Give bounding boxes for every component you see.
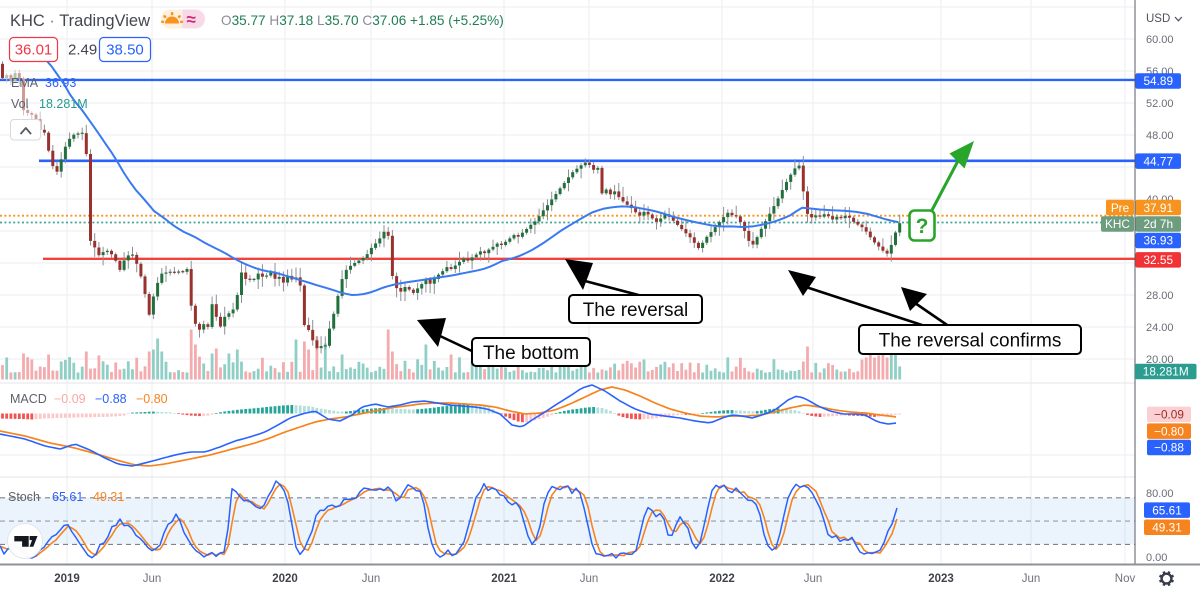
- svg-text:Nov: Nov: [1115, 573, 1136, 585]
- svg-text:48.00: 48.00: [1146, 130, 1174, 142]
- svg-text:65.61: 65.61: [1152, 503, 1182, 517]
- svg-text:36.93: 36.93: [1143, 234, 1173, 248]
- svg-text:52.00: 52.00: [1146, 98, 1174, 110]
- svg-text:−0.09: −0.09: [1154, 408, 1184, 422]
- svg-text:Jun: Jun: [1022, 573, 1041, 585]
- svg-text:The reversal confirms: The reversal confirms: [879, 330, 1062, 351]
- svg-text:USD: USD: [1146, 13, 1170, 25]
- svg-text:2020: 2020: [272, 573, 298, 585]
- svg-text:49.31: 49.31: [1152, 520, 1182, 534]
- svg-text:KHC · TradingView: KHC · TradingView: [10, 12, 150, 30]
- svg-text:The bottom: The bottom: [483, 343, 579, 364]
- svg-text:18.281M: 18.281M: [1143, 365, 1189, 379]
- svg-text:20.00: 20.00: [1146, 354, 1174, 366]
- svg-text:Jun: Jun: [804, 573, 823, 585]
- svg-text:2.49: 2.49: [68, 42, 97, 59]
- svg-text:60.00: 60.00: [1146, 34, 1174, 46]
- svg-text:O35.77 H37.18 L35.70 C37.06 +1: O35.77 H37.18 L35.70 C37.06 +1.85 (+5.25…: [221, 13, 504, 28]
- svg-text:2023: 2023: [928, 573, 954, 585]
- svg-text:Jun: Jun: [580, 573, 599, 585]
- svg-text:36.01: 36.01: [15, 42, 53, 59]
- svg-text:The reversal: The reversal: [583, 300, 689, 321]
- svg-text:2021: 2021: [491, 573, 517, 585]
- svg-text:0.00: 0.00: [1146, 552, 1167, 564]
- svg-text:24.00: 24.00: [1146, 322, 1174, 334]
- svg-text:2019: 2019: [54, 573, 80, 585]
- svg-text:54.89: 54.89: [1143, 74, 1173, 88]
- svg-text:KHC: KHC: [1105, 217, 1130, 231]
- svg-text:−0.80: −0.80: [1154, 424, 1184, 438]
- svg-text:37.91: 37.91: [1143, 201, 1173, 215]
- svg-text:Pre: Pre: [1111, 201, 1130, 215]
- svg-text:Vol 18.281M: Vol 18.281M: [11, 97, 88, 111]
- svg-text:80.00: 80.00: [1146, 488, 1174, 500]
- svg-text:2d 7h: 2d 7h: [1143, 217, 1173, 231]
- svg-text:?: ?: [916, 215, 929, 238]
- svg-text:Jun: Jun: [143, 573, 162, 585]
- svg-text:44.77: 44.77: [1143, 154, 1173, 168]
- svg-text:38.50: 38.50: [106, 42, 144, 59]
- svg-text:28.00: 28.00: [1146, 290, 1174, 302]
- svg-text:Jun: Jun: [362, 573, 381, 585]
- svg-text:32.55: 32.55: [1143, 253, 1173, 267]
- svg-text:≈: ≈: [187, 10, 196, 29]
- svg-text:−0.88: −0.88: [1154, 441, 1184, 455]
- svg-text:2022: 2022: [709, 573, 735, 585]
